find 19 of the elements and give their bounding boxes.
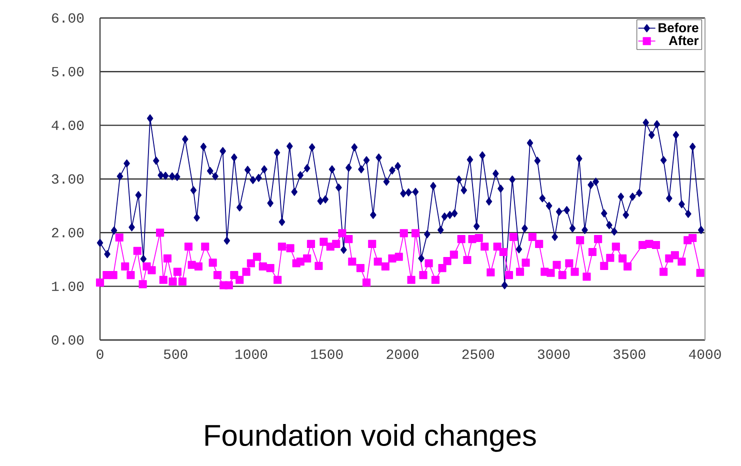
y-tick-label: 3.00	[52, 174, 84, 184]
x-tick-label: 1500	[311, 350, 343, 359]
x-tick-label: 500	[164, 350, 188, 359]
y-tick-label: 0.00	[52, 335, 84, 345]
y-tick-label: 1.00	[52, 282, 84, 292]
x-tick-label: 0	[96, 350, 104, 359]
x-tick-label: 3500	[614, 350, 646, 359]
text: Foundation void changes	[205, 424, 536, 452]
y-tick-label: 6.00	[52, 13, 84, 23]
y-tick-label: 2.00	[52, 228, 84, 238]
legend-label: After	[668, 36, 699, 46]
legend-label: Before	[658, 22, 698, 32]
x-tick-label: 3000	[538, 350, 570, 359]
x-tick-label: 2000	[386, 350, 418, 359]
y-tick-label: 5.00	[52, 66, 84, 76]
y-tick-label: 4.00	[52, 120, 84, 130]
x-tick-label: 1000	[236, 350, 268, 359]
x-tick-label: 2500	[462, 350, 494, 359]
x-tick-label: 4000	[688, 350, 721, 359]
